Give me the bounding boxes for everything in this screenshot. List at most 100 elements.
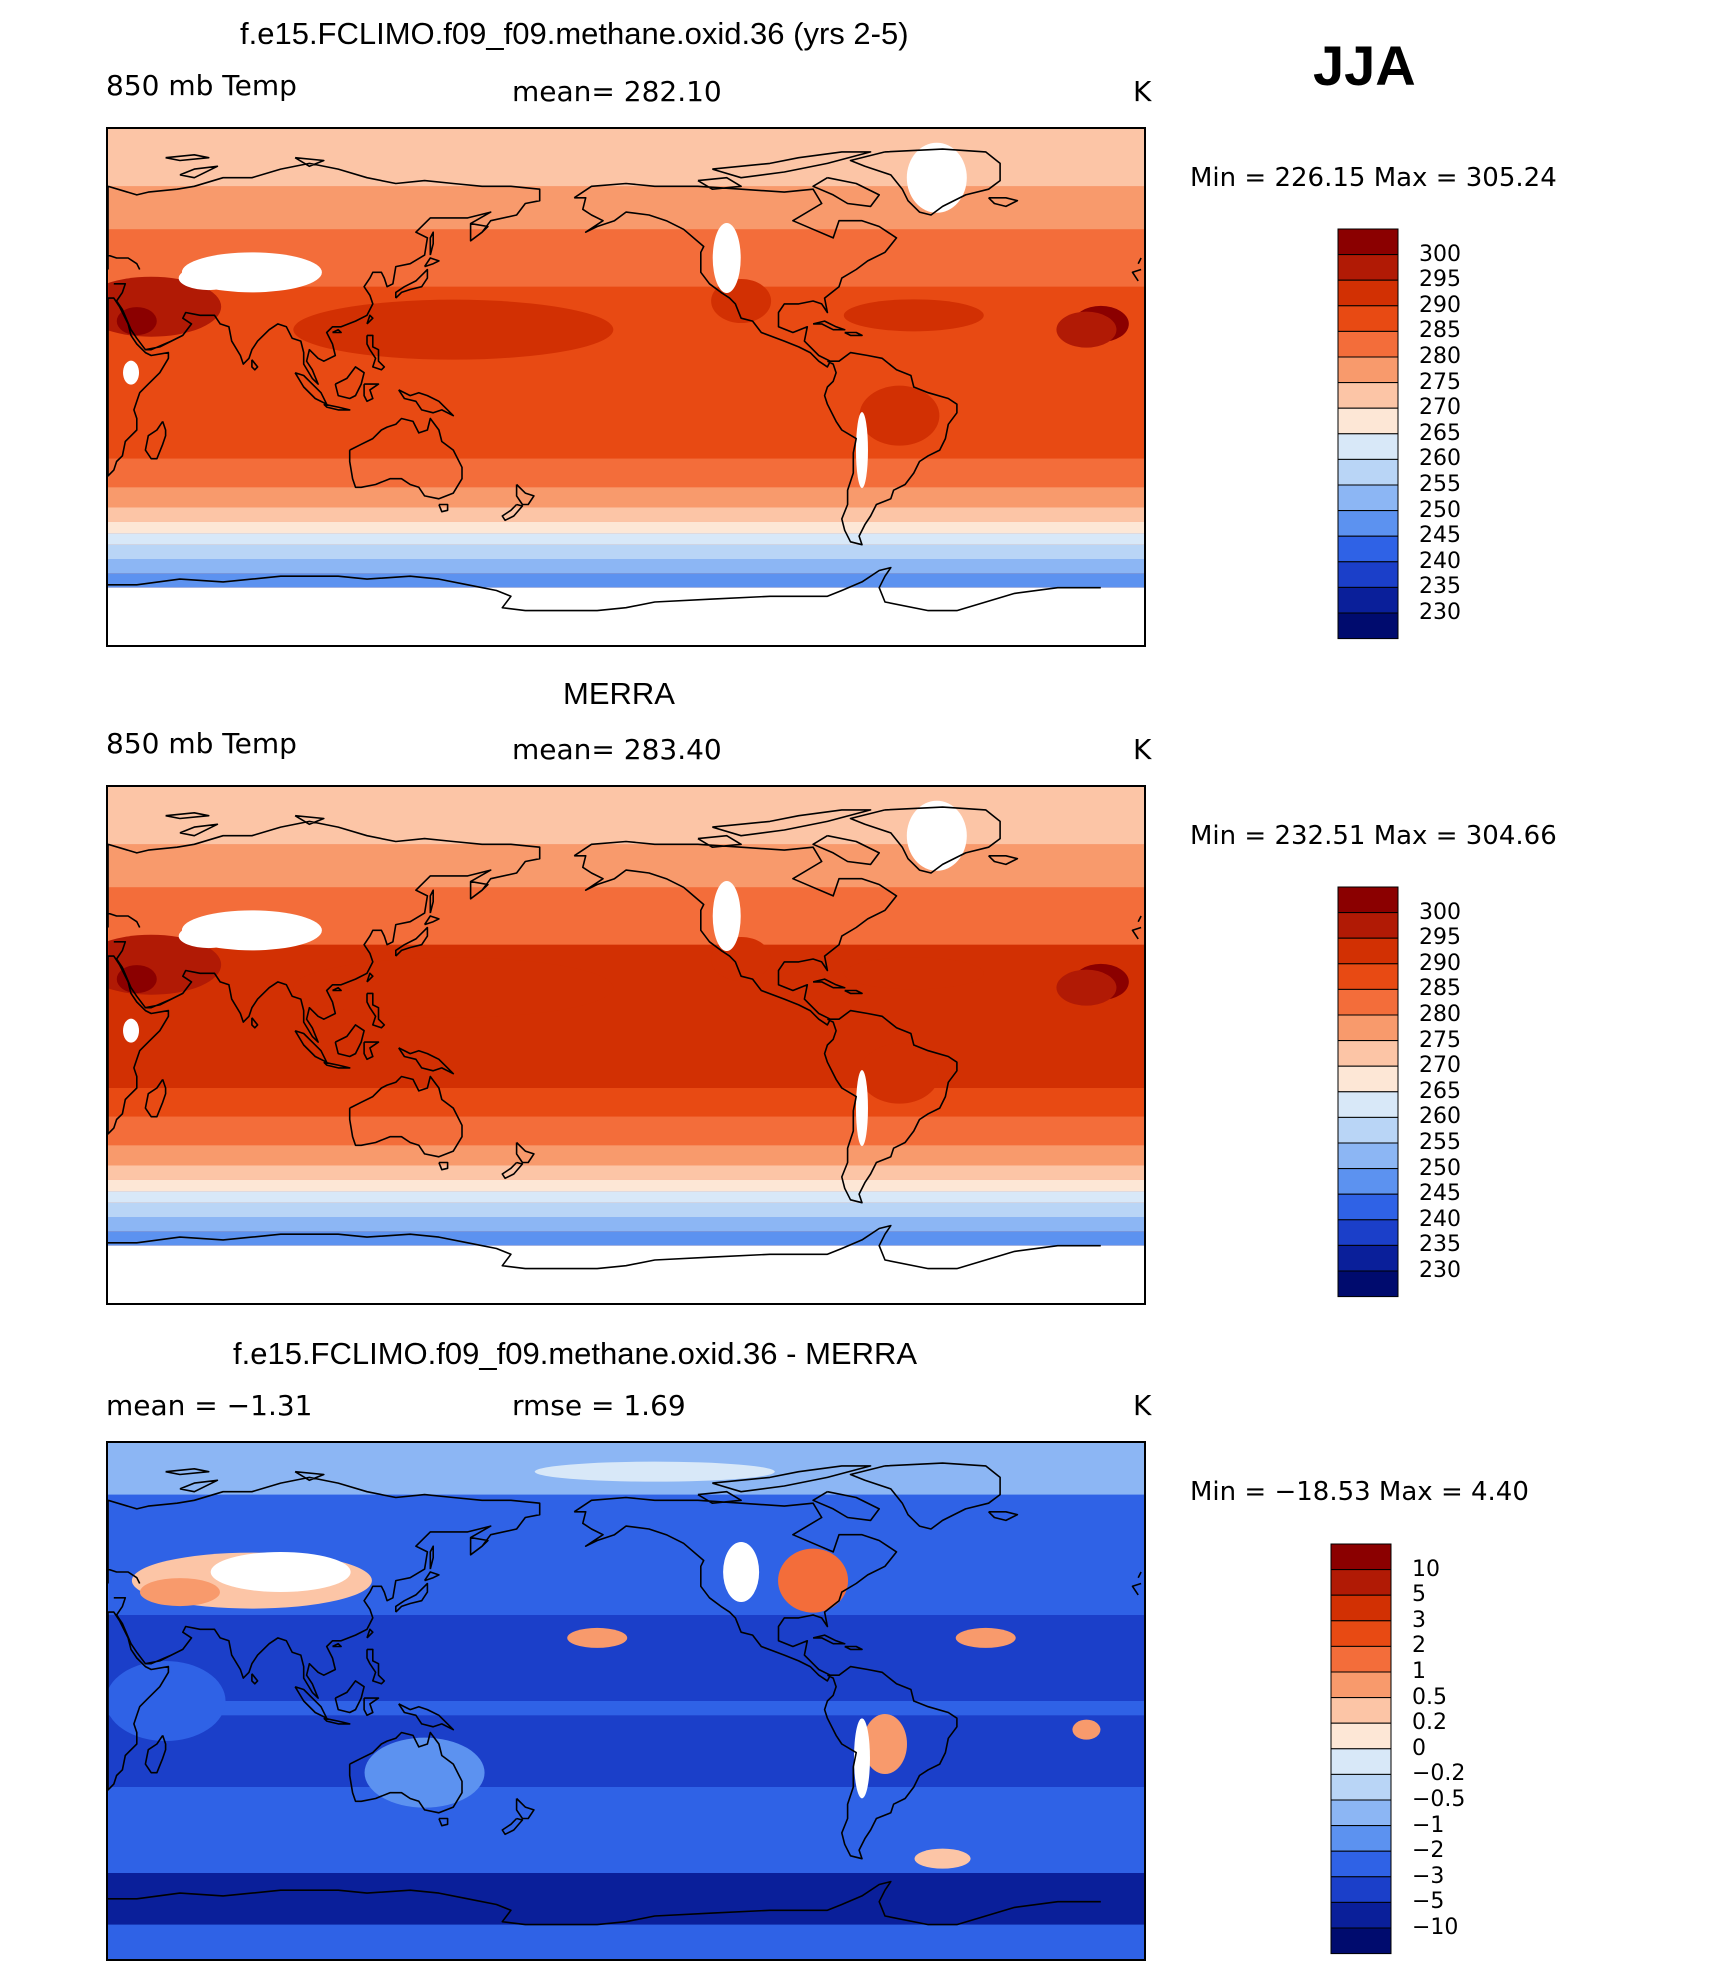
colorbar-tick-label: 300 <box>1419 241 1461 267</box>
panel-3-rmse-label: rmse = 1.69 <box>512 1389 686 1422</box>
panel-1-mean-label: mean= 282.10 <box>512 75 722 108</box>
colorbar-tick-label: 230 <box>1419 600 1461 625</box>
colorbar-tick-label: 245 <box>1419 1181 1461 1207</box>
temperature-band <box>108 1202 1144 1217</box>
panel-1-title: f.e15.FCLIMO.f09_f09.methane.oxid.36 (yr… <box>240 16 909 51</box>
colorbar-swatch <box>1337 433 1399 460</box>
anomaly-region <box>1056 311 1117 348</box>
high-terrain-mask <box>178 924 239 949</box>
panel-3-units: K <box>1133 1389 1152 1422</box>
colorbar-tick-label: 290 <box>1419 292 1461 318</box>
missing-data <box>723 1542 760 1602</box>
colorbar-swatch <box>1337 886 1399 914</box>
temperature-band <box>108 944 1144 1088</box>
colorbar-tick-label: 270 <box>1419 1053 1461 1079</box>
colorbar-tick-label: 265 <box>1419 420 1461 446</box>
colorbar-swatch <box>1337 586 1399 614</box>
colorbar-swatch <box>1337 1270 1399 1298</box>
colorbar-tick-label: 245 <box>1419 523 1461 549</box>
temperature-band <box>108 573 1144 588</box>
temperature-band <box>108 1145 1144 1166</box>
high-terrain-mask <box>123 1018 140 1043</box>
colorbar-tick-label: 250 <box>1419 497 1461 523</box>
colorbar-tick-label: 295 <box>1419 267 1461 293</box>
colorbar-swatch <box>1337 330 1399 358</box>
colorbar-tick-label: 230 <box>1419 1258 1461 1283</box>
colorbar-swatch <box>1337 612 1399 640</box>
colorbar-swatch <box>1330 1645 1392 1673</box>
colorbar-tick-label: −3 <box>1412 1863 1445 1889</box>
panel-2-minmax: Min = 232.51 Max = 304.66 <box>1190 821 1557 851</box>
greenland-mask <box>906 800 967 871</box>
colorbar-swatch <box>1337 279 1399 307</box>
colorbar-tick-label: 280 <box>1419 344 1461 369</box>
colorbar-tick-label: −0.2 <box>1412 1761 1466 1787</box>
anomaly-region <box>139 1578 220 1607</box>
colorbar-tick-label: 270 <box>1419 395 1461 421</box>
colorbar-tick-label: 265 <box>1419 1078 1461 1104</box>
anomaly-region <box>567 1627 628 1648</box>
warm-anomaly-north-america <box>778 1548 849 1613</box>
anomaly-region <box>108 1661 226 1741</box>
colorbar-swatch <box>1337 912 1399 939</box>
panel-2-title: MERRA <box>563 676 675 711</box>
colorbar-tick-label: 275 <box>1419 1027 1461 1053</box>
panel-1-minmax: Min = 226.15 Max = 305.24 <box>1190 163 1557 193</box>
temperature-band <box>108 587 1144 645</box>
colorbar-swatch <box>1337 988 1399 1016</box>
colorbar-tick-label: 260 <box>1419 446 1461 472</box>
colorbar-swatch <box>1330 1825 1392 1852</box>
panel-3-title: f.e15.FCLIMO.f09_f09.methane.oxid.36 - M… <box>233 1336 918 1371</box>
high-terrain-mask <box>855 412 868 489</box>
temperature-band <box>108 507 1144 522</box>
temperature-band <box>108 1873 1144 1925</box>
colorbar-swatch <box>1337 407 1399 435</box>
colorbar-swatch <box>1337 254 1399 281</box>
anomaly-region <box>859 385 940 446</box>
panel-1-map <box>106 127 1146 647</box>
colorbar-tick-label: 0.5 <box>1412 1684 1447 1710</box>
high-terrain-mask <box>712 881 741 951</box>
map-canvas <box>108 1443 1144 1959</box>
colorbar-swatch <box>1337 458 1399 486</box>
colorbar-tick-label: 0.2 <box>1412 1710 1447 1736</box>
panel-3-map <box>106 1441 1146 1961</box>
temperature-band <box>108 286 1144 430</box>
colorbar-swatch <box>1330 1773 1392 1801</box>
temperature-band <box>108 458 1144 488</box>
colorbar-swatches <box>1337 886 1399 1298</box>
temperature-band <box>108 129 1144 187</box>
temperature-band <box>108 844 1144 888</box>
temperature-band <box>108 533 1144 545</box>
temperature-band <box>108 544 1144 559</box>
high-terrain-mask <box>178 266 239 291</box>
colorbar-tick-label: 290 <box>1419 950 1461 976</box>
colorbar-swatch <box>1330 1722 1392 1750</box>
map-canvas <box>108 787 1144 1303</box>
colorbar-swatch <box>1330 1697 1392 1724</box>
colorbar-swatch <box>1337 1014 1399 1042</box>
colorbar-tick-label: −1 <box>1412 1812 1445 1838</box>
temperature-band <box>108 1116 1144 1146</box>
colorbar-swatch <box>1337 1116 1399 1144</box>
colorbar-tick-label: 285 <box>1419 318 1461 344</box>
anomaly-region <box>843 957 984 990</box>
panel-3-mean-label: mean = −1.31 <box>106 1389 313 1422</box>
temperature-band <box>108 487 1144 508</box>
colorbar-swatch <box>1337 1065 1399 1093</box>
greenland-mask <box>906 142 967 213</box>
colorbar-tick-label: 1 <box>1412 1659 1426 1684</box>
hot-spot-middle-east-core <box>116 307 157 336</box>
anomaly-region <box>859 1043 940 1104</box>
temperature-band <box>108 1245 1144 1303</box>
temperature-band <box>108 787 1144 845</box>
colorbar-tick-label: 240 <box>1419 1206 1461 1232</box>
colorbar-tick-label: 250 <box>1419 1155 1461 1181</box>
anomaly-region <box>955 1627 1016 1648</box>
temperature-band <box>108 559 1144 574</box>
anomaly-region <box>293 957 614 1018</box>
warm-anomaly-south-america <box>863 1714 907 1774</box>
temperature-band <box>108 1615 1144 1701</box>
temperature-band <box>108 1217 1144 1232</box>
panel-2-variable-label: 850 mb Temp <box>106 727 297 760</box>
